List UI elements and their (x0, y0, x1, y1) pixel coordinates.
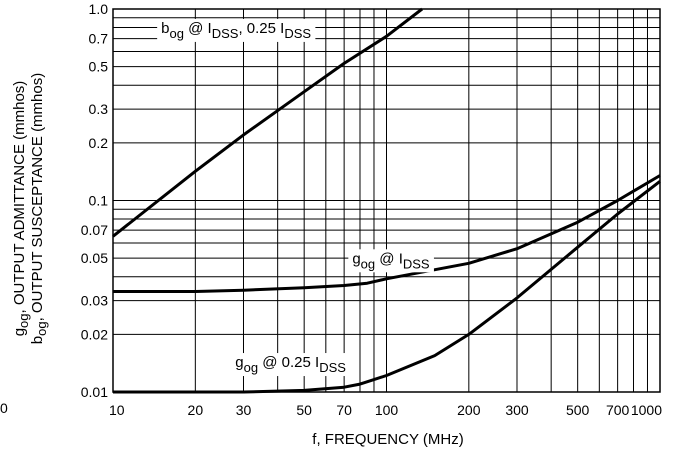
curve-annotations: bog @ IDSS, 0.25 IDSS gog @ IDSS gog @ 0.2… (157, 18, 434, 377)
y-axis-label: gog, OUTPUT ADMITTANCE (mmhos)bog, OUTPU… (11, 73, 49, 344)
y-axis-label-line: bog, OUTPUT SUSCEPTANCE (mmhos) (29, 73, 49, 344)
x-tick-label: 100 (375, 402, 399, 418)
annotation-text: gog @ 0.25 IDSS (235, 354, 346, 375)
annotation-bg (231, 353, 351, 377)
x-tick-label: 30 (236, 402, 252, 418)
y-tick-label: 0.2 (89, 135, 109, 151)
annotation-bg (157, 18, 316, 42)
y-tick-label: 0.07 (81, 222, 108, 238)
x-tick-label: 10 (109, 402, 125, 418)
x-tick-labels: 10 20 30 50 70 100 200 300 500 700 1000 (109, 402, 662, 418)
annotation-text: gog @ IDSS (352, 250, 430, 271)
grid-lines (112, 8, 661, 393)
plot-frame (112, 8, 661, 393)
y-tick-label: 0.01 (81, 384, 108, 400)
x-axis-label: f, FREQUENCY (MHz) (312, 431, 463, 448)
series-line-gog_idss (113, 174, 661, 293)
y-axis-label-line: gog, OUTPUT ADMITTANCE (mmhos) (11, 81, 31, 337)
annotation-gog_025: gog @ 0.25 IDSS (231, 353, 351, 377)
x-tick-label: 1000 (631, 402, 662, 418)
y-tick-label: 0.1 (89, 193, 109, 209)
annotation-bog: bog @ IDSS, 0.25 IDSS (157, 18, 316, 42)
x-tick-label: 20 (188, 402, 204, 418)
x-tick-label: 50 (296, 402, 312, 418)
y-tick-labels: 0.01 0.02 0.03 0.05 0.07 0.1 0.2 0.3 0.5 0.7 1.0 (81, 1, 108, 400)
series-line-bog (112, 7, 424, 238)
annotation-bg (348, 249, 434, 273)
x-tick-label: 700 (606, 402, 630, 418)
annotation-gog_idss: gog @ IDSS (348, 249, 434, 273)
y-tick-label: 0.05 (81, 250, 108, 266)
plot-border (112, 8, 661, 393)
x-tick-label: 500 (566, 402, 590, 418)
annotation-text: bog @ IDSS, 0.25 IDSS (161, 20, 311, 41)
y-tick-label: 1.0 (89, 1, 109, 17)
x-tick-label: 200 (457, 402, 481, 418)
x-tick-label: 300 (505, 402, 529, 418)
y-tick-label: 0.7 (89, 31, 109, 47)
y-tick-label: 0.3 (89, 101, 109, 117)
x-tick-label: 70 (336, 402, 352, 418)
stray-tick-label: 0 (0, 400, 8, 416)
y-tick-label: 0.02 (81, 326, 108, 342)
y-tick-label: 0.5 (89, 59, 109, 75)
y-tick-label: 0.03 (81, 293, 108, 309)
